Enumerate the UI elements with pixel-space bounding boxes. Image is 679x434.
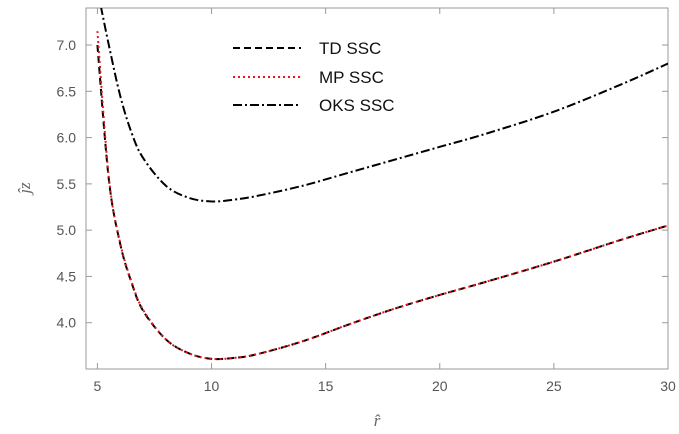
series-layer (96, 8, 668, 361)
x-tick-label: 15 (318, 378, 334, 394)
y-tick-label: 7.0 (57, 37, 77, 53)
legend-label-td-ssc: TD SSC (319, 39, 381, 58)
y-tick-label: 5.0 (57, 222, 77, 238)
x-tick-label: 25 (546, 378, 562, 394)
y-tick-label: 6.0 (57, 130, 77, 146)
y-axis-ticks: 4.0 4.5 5.0 5.5 6.0 6.5 7.0 (57, 37, 668, 331)
series-line-oks-ssc (100, 8, 668, 203)
legend-item-mp-ssc: MP SSC (233, 68, 384, 87)
x-tick-label: 5 (94, 378, 102, 394)
x-axis-label: r̂ (374, 411, 381, 430)
legend-label-oks-ssc: OKS SSC (319, 96, 395, 115)
y-tick-label: 4.0 (57, 315, 77, 331)
legend-label-mp-ssc: MP SSC (319, 68, 384, 87)
legend-item-td-ssc: TD SSC (233, 39, 381, 58)
legend-item-oks-ssc: OKS SSC (233, 96, 395, 115)
y-tick-label: 5.5 (57, 176, 77, 192)
legend: TD SSC MP SSC OKS SSC (233, 39, 395, 115)
x-axis-ticks: 5 10 15 20 25 30 (94, 8, 676, 394)
x-tick-label: 20 (432, 378, 448, 394)
y-tick-label: 4.5 (57, 268, 77, 284)
plot-frame (85, 7, 669, 370)
x-tick-label: 30 (660, 378, 676, 394)
y-axis-label: ĵz (15, 182, 34, 196)
x-tick-label: 10 (204, 378, 220, 394)
y-tick-label: 6.5 (57, 83, 77, 99)
